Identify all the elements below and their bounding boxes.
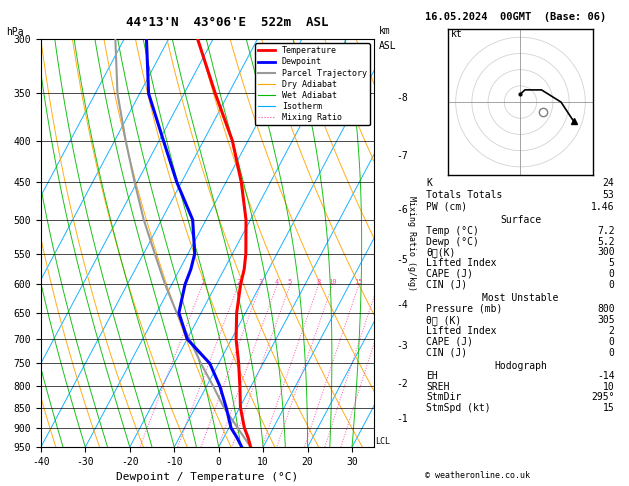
Text: 44°13'N  43°06'E  522m  ASL: 44°13'N 43°06'E 522m ASL — [126, 16, 328, 29]
Text: 15: 15 — [603, 403, 615, 413]
Text: -8: -8 — [396, 93, 408, 104]
Text: hPa: hPa — [6, 27, 24, 37]
Text: 15: 15 — [355, 279, 363, 285]
Text: CIN (J): CIN (J) — [426, 280, 467, 290]
Text: 53: 53 — [603, 190, 615, 200]
Text: 800: 800 — [597, 304, 615, 314]
Text: 0: 0 — [609, 269, 615, 279]
Text: Totals Totals: Totals Totals — [426, 190, 503, 200]
Text: -1: -1 — [396, 414, 408, 424]
Text: PW (cm): PW (cm) — [426, 202, 467, 211]
Text: Hodograph: Hodograph — [494, 361, 547, 371]
Text: -4: -4 — [396, 300, 408, 310]
Text: StmDir: StmDir — [426, 392, 462, 402]
Text: 5: 5 — [288, 279, 292, 285]
Text: 1.46: 1.46 — [591, 202, 615, 211]
Text: CAPE (J): CAPE (J) — [426, 269, 474, 279]
Text: Pressure (mb): Pressure (mb) — [426, 304, 503, 314]
Text: 0: 0 — [609, 280, 615, 290]
Text: Most Unstable: Most Unstable — [482, 293, 559, 303]
Text: -2: -2 — [396, 379, 408, 389]
Text: K: K — [426, 178, 432, 188]
Text: 3: 3 — [259, 279, 263, 285]
Text: -14: -14 — [597, 371, 615, 382]
X-axis label: Dewpoint / Temperature (°C): Dewpoint / Temperature (°C) — [116, 472, 299, 483]
Text: ASL: ASL — [379, 41, 396, 51]
Text: SREH: SREH — [426, 382, 450, 392]
Text: 2: 2 — [237, 279, 240, 285]
Text: -3: -3 — [396, 341, 408, 351]
Text: Surface: Surface — [500, 215, 541, 225]
Text: Mixing Ratio (g/kg): Mixing Ratio (g/kg) — [407, 195, 416, 291]
Text: 0: 0 — [609, 337, 615, 347]
Text: 305: 305 — [597, 315, 615, 325]
Text: Temp (°C): Temp (°C) — [426, 226, 479, 236]
Text: 10: 10 — [603, 382, 615, 392]
Text: 24: 24 — [603, 178, 615, 188]
Text: © weatheronline.co.uk: © weatheronline.co.uk — [425, 471, 530, 480]
Text: CIN (J): CIN (J) — [426, 347, 467, 358]
Text: StmSpd (kt): StmSpd (kt) — [426, 403, 491, 413]
Text: Dewp (°C): Dewp (°C) — [426, 237, 479, 247]
Text: -6: -6 — [396, 206, 408, 215]
Text: 16.05.2024  00GMT  (Base: 06): 16.05.2024 00GMT (Base: 06) — [425, 12, 606, 22]
Text: EH: EH — [426, 371, 438, 382]
Text: 2: 2 — [609, 326, 615, 336]
Text: kt: kt — [451, 29, 462, 39]
Text: 0: 0 — [609, 347, 615, 358]
Text: 4: 4 — [275, 279, 279, 285]
Text: θᴇ(K): θᴇ(K) — [426, 247, 456, 258]
Text: 295°: 295° — [591, 392, 615, 402]
Text: 8: 8 — [316, 279, 321, 285]
Text: 5: 5 — [609, 258, 615, 268]
Text: CAPE (J): CAPE (J) — [426, 337, 474, 347]
Text: km: km — [379, 26, 391, 36]
Text: θᴇ (K): θᴇ (K) — [426, 315, 462, 325]
Text: 1: 1 — [200, 279, 204, 285]
Text: Lifted Index: Lifted Index — [426, 326, 497, 336]
Text: 5.2: 5.2 — [597, 237, 615, 247]
Text: 10: 10 — [328, 279, 337, 285]
Text: Lifted Index: Lifted Index — [426, 258, 497, 268]
Text: 7.2: 7.2 — [597, 226, 615, 236]
Text: -5: -5 — [396, 255, 408, 265]
Text: 300: 300 — [597, 247, 615, 258]
Legend: Temperature, Dewpoint, Parcel Trajectory, Dry Adiabat, Wet Adiabat, Isotherm, Mi: Temperature, Dewpoint, Parcel Trajectory… — [255, 43, 370, 125]
Text: LCL: LCL — [376, 437, 391, 446]
Text: -7: -7 — [396, 151, 408, 161]
